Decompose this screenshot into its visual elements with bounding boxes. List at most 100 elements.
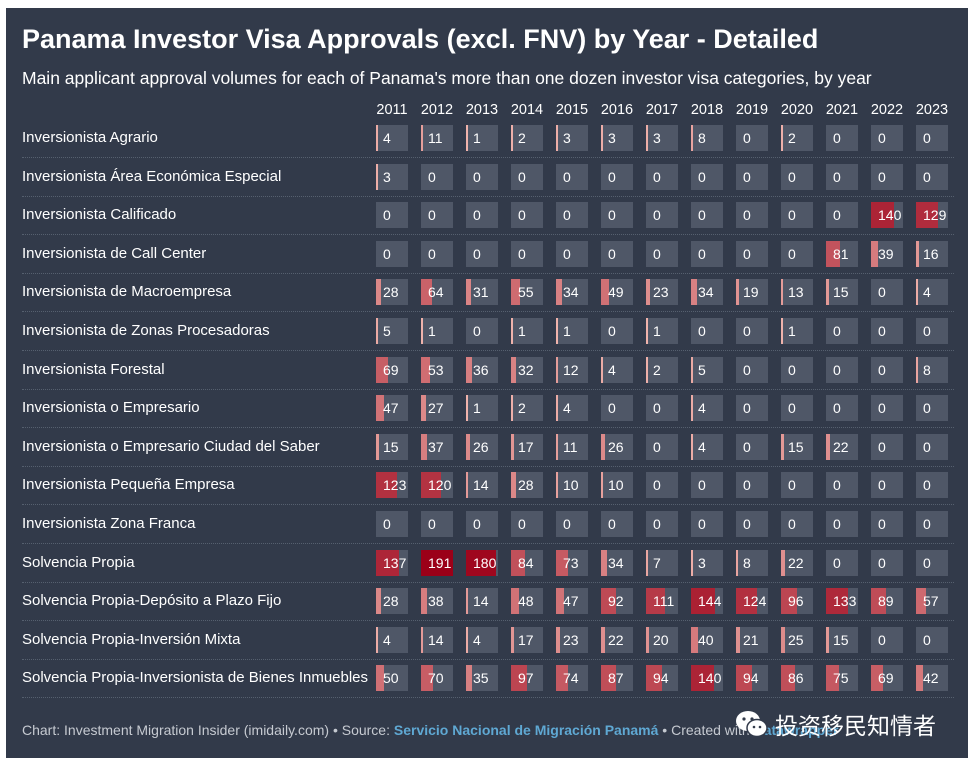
table-cell: 0 [781, 163, 813, 190]
source-link[interactable]: Servicio Nacional de Migración Panamá [393, 722, 659, 738]
table-cell: 38 [421, 588, 453, 615]
table-cell: 28 [376, 279, 408, 306]
cell-value: 47 [383, 400, 399, 417]
cell-value: 0 [833, 323, 841, 339]
cell-value: 11 [428, 130, 443, 146]
row-label: Inversionista de Call Center [22, 244, 207, 262]
row-label: Inversionista Calificado [22, 206, 177, 224]
cell-bar [871, 588, 886, 615]
table-cell: 2 [646, 356, 678, 383]
table-cell: 23 [556, 626, 588, 653]
cell-value: 111 [653, 593, 675, 610]
cell-value: 35 [473, 670, 489, 687]
table-cell: 15 [376, 433, 408, 460]
cell-bar [556, 395, 558, 422]
cell-value: 0 [563, 207, 571, 224]
cell-value: 26 [473, 438, 489, 455]
table-cell: 17 [511, 626, 543, 653]
cell-bar [376, 356, 388, 383]
cell-bar [466, 472, 469, 499]
cell-value: 0 [923, 631, 931, 648]
cell-value: 0 [878, 554, 886, 571]
table-cell: 94 [646, 665, 678, 692]
table-cell: 0 [736, 318, 768, 344]
cell-value: 7 [653, 554, 661, 571]
table-cell: 89 [871, 588, 903, 615]
cell-bar [466, 549, 497, 576]
cell-value: 0 [518, 245, 526, 262]
cell-value: 21 [743, 631, 759, 648]
cell-bar [421, 125, 423, 151]
cell-value: 120 [428, 477, 452, 494]
table-cell: 47 [556, 588, 588, 615]
cell-value: 1 [563, 323, 571, 339]
table-cell: 0 [736, 395, 768, 422]
cell-bar [916, 356, 918, 383]
cell-bar [511, 665, 528, 692]
table-cell: 14 [421, 626, 453, 653]
cell-bar [916, 279, 918, 306]
cell-bar [466, 665, 472, 692]
cell-value: 191 [428, 554, 452, 571]
table-cell: 10 [556, 472, 588, 499]
cell-value: 1 [653, 323, 661, 339]
cell-value: 0 [473, 323, 481, 339]
table-cell: 0 [556, 240, 588, 267]
cell-bar [646, 279, 650, 306]
cell-value: 10 [608, 477, 624, 494]
cell-value: 0 [833, 554, 841, 571]
cell-value: 1 [473, 130, 481, 146]
cell-bar [736, 665, 752, 692]
table-cell: 0 [691, 472, 723, 499]
cell-bar [511, 279, 521, 306]
cell-value: 0 [743, 361, 751, 378]
cell-bar [376, 472, 397, 499]
datawrapper-link[interactable]: Datawrapper [753, 722, 839, 738]
table-cell: 0 [646, 163, 678, 190]
cell-bar [556, 279, 562, 306]
table-cell: 17 [511, 433, 543, 460]
table-cell: 0 [826, 511, 858, 537]
cell-value: 0 [383, 516, 391, 532]
table-cell: 0 [871, 549, 903, 576]
table-cell: 84 [511, 549, 543, 576]
cell-bar [421, 472, 442, 499]
table-cell: 0 [556, 511, 588, 537]
table-cell: 0 [871, 395, 903, 422]
cell-value: 50 [383, 670, 399, 687]
table-cell: 0 [826, 549, 858, 576]
table-cell: 0 [601, 511, 633, 537]
cell-value: 20 [653, 631, 669, 648]
table-cell: 0 [376, 202, 408, 229]
cell-value: 0 [698, 323, 706, 339]
table-cell: 4 [376, 125, 408, 151]
cell-bar [781, 433, 784, 460]
table-cell: 0 [601, 395, 633, 422]
table-cell: 5 [691, 356, 723, 383]
cell-value: 0 [923, 400, 931, 417]
table-cell: 0 [916, 549, 948, 576]
cell-value: 137 [383, 554, 407, 571]
cell-value: 3 [608, 130, 616, 146]
row-divider [22, 543, 954, 544]
table-cell: 3 [601, 125, 633, 151]
row-divider [22, 388, 954, 390]
cell-value: 28 [383, 284, 399, 301]
cell-value: 0 [608, 323, 616, 339]
cell-bar [466, 626, 468, 653]
footer-credit: Chart: Investment Migration Insider (imi… [22, 722, 394, 738]
row-divider [22, 581, 954, 583]
table-cell: 40 [691, 626, 723, 653]
table-cell: 97 [511, 665, 543, 692]
cell-bar [736, 279, 740, 306]
row-divider [22, 697, 954, 699]
cell-bar [376, 665, 385, 692]
cell-bar [736, 626, 740, 653]
table-cell: 0 [916, 472, 948, 499]
cell-value: 0 [923, 554, 931, 571]
table-cell: 2 [511, 395, 543, 422]
cell-value: 3 [653, 130, 661, 146]
cell-bar [826, 433, 830, 460]
cell-value: 69 [383, 361, 399, 378]
table-cell: 8 [691, 125, 723, 151]
